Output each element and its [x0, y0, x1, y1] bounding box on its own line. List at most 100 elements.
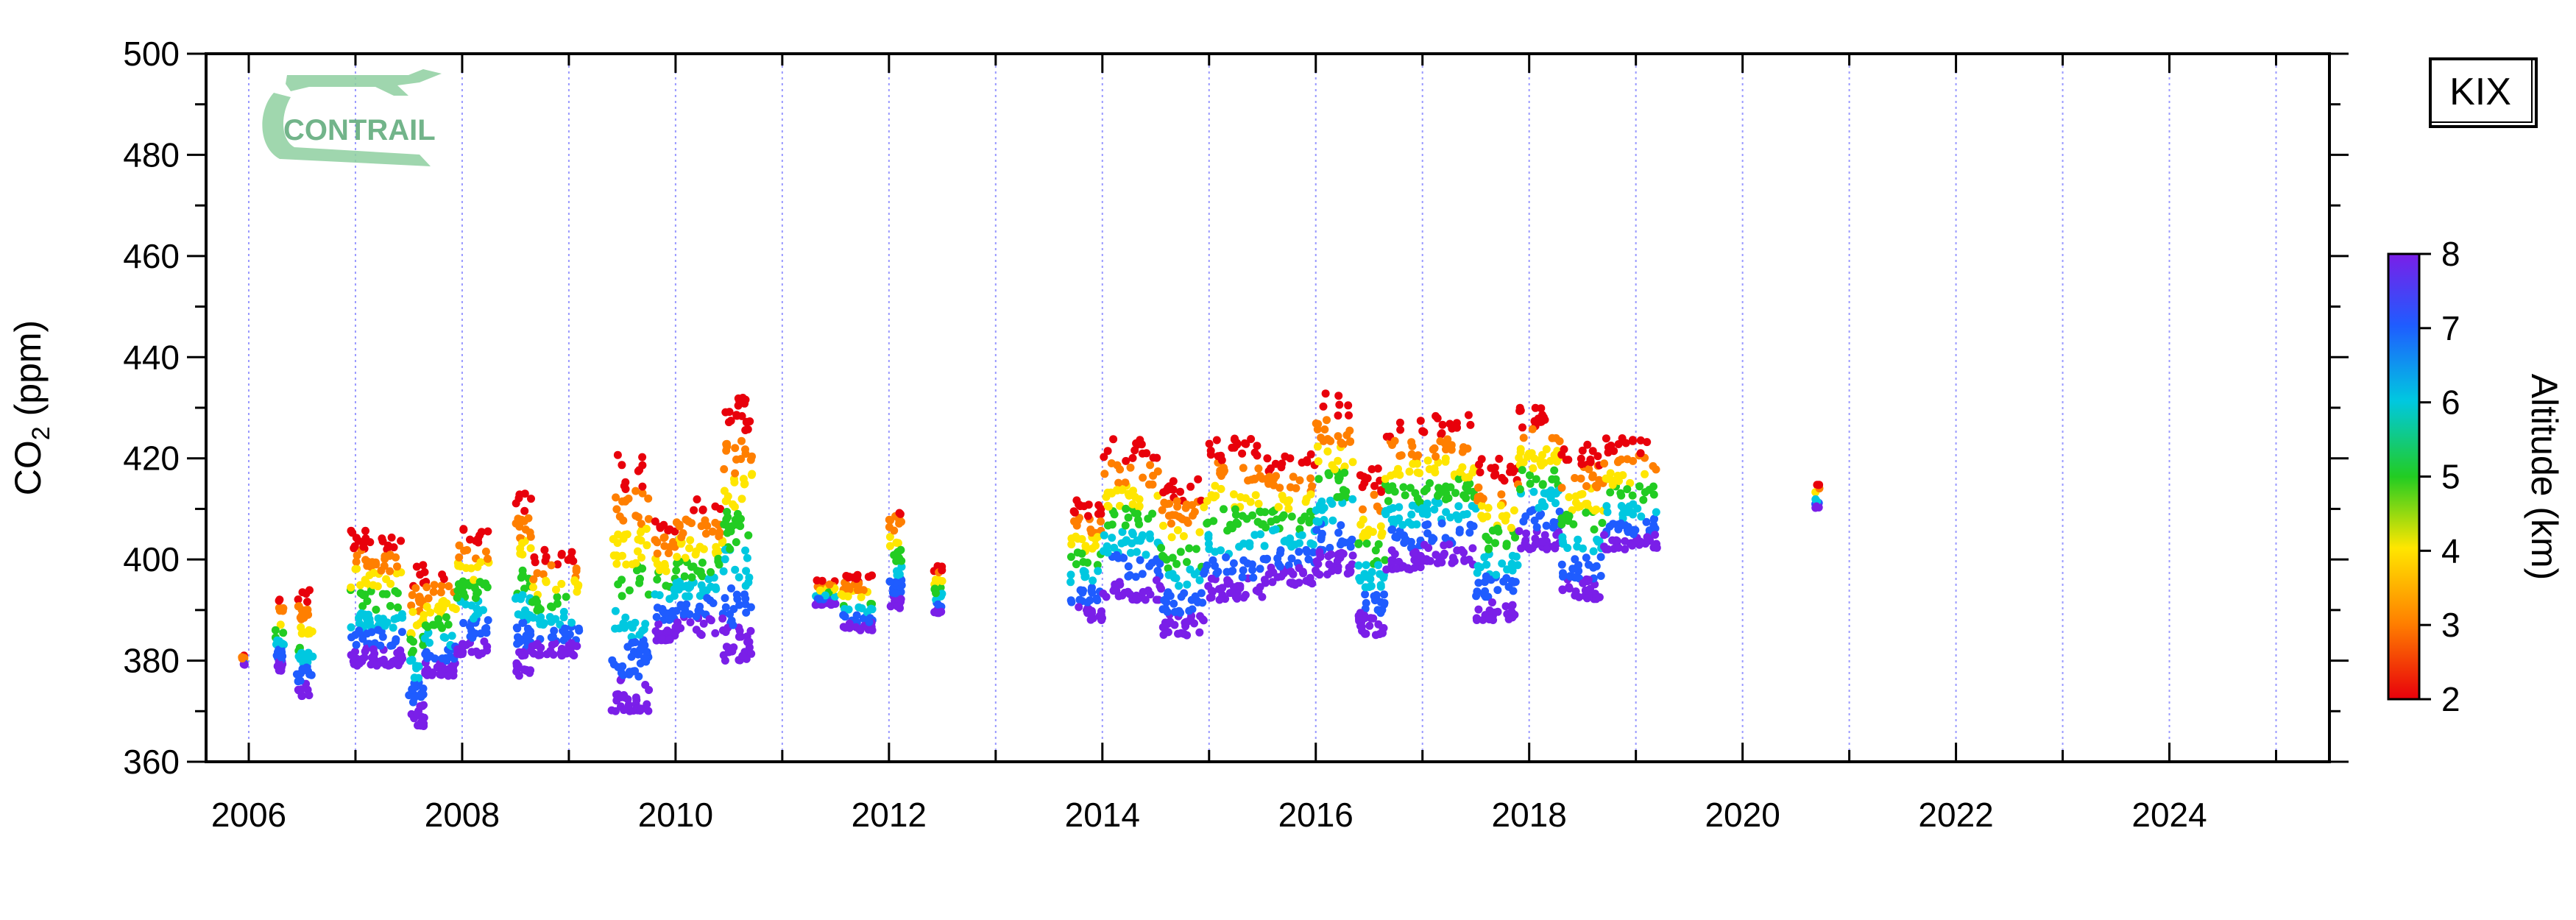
data-point [1144, 514, 1153, 523]
data-point [634, 513, 643, 522]
data-point [1395, 418, 1404, 427]
data-point [1649, 482, 1657, 491]
data-point [1403, 537, 1412, 545]
data-point [703, 594, 712, 602]
data-point [1320, 425, 1329, 434]
data-point [1067, 534, 1076, 543]
data-point [467, 648, 476, 657]
data-point [885, 542, 894, 551]
data-point [1249, 573, 1258, 582]
data-point [718, 614, 727, 623]
data-point [1487, 576, 1496, 584]
data-point [643, 648, 651, 657]
y-tick-label: 480 [123, 135, 180, 174]
data-point [1170, 608, 1179, 616]
data-point [367, 587, 375, 595]
data-point [845, 619, 854, 628]
data-point [1360, 570, 1369, 578]
data-point [653, 559, 662, 568]
data-point [1273, 573, 1282, 581]
data-point [723, 513, 732, 522]
data-point [1133, 548, 1141, 556]
data-point [386, 601, 394, 610]
data-point [1337, 439, 1346, 448]
data-point [1583, 440, 1592, 449]
data-point [1324, 469, 1333, 478]
data-point [1206, 450, 1215, 459]
data-point [1337, 521, 1345, 530]
data-point [1126, 548, 1135, 557]
data-point [653, 575, 662, 584]
data-point [631, 559, 640, 567]
data-point [347, 633, 355, 642]
data-point [434, 602, 443, 611]
data-point [469, 614, 478, 623]
data-point [613, 450, 622, 459]
data-point [743, 425, 752, 434]
data-point [635, 466, 644, 475]
data-point [680, 572, 689, 581]
data-point [1484, 503, 1493, 512]
data-point [361, 526, 369, 535]
data-point [557, 579, 566, 588]
data-point [562, 592, 570, 601]
data-point [720, 465, 729, 473]
data-point [553, 592, 562, 601]
data-point [1214, 452, 1222, 461]
data-point [1643, 533, 1652, 542]
data-point [1641, 470, 1649, 478]
data-point [685, 610, 694, 619]
data-point [1592, 562, 1601, 570]
data-point [1242, 439, 1250, 448]
data-point [714, 554, 723, 563]
data-point [1145, 562, 1154, 570]
data-point [1238, 512, 1247, 520]
data-point [1614, 440, 1623, 448]
data-point [422, 602, 431, 611]
data-point [691, 550, 700, 559]
data-point [1495, 454, 1504, 463]
data-point [618, 592, 626, 601]
data-point [665, 549, 673, 558]
data-point [1112, 587, 1121, 595]
data-point [1205, 439, 1214, 448]
data-point [670, 592, 679, 600]
data-point [442, 613, 450, 622]
data-point [1525, 545, 1534, 553]
data-point [638, 453, 647, 461]
data-point [1223, 526, 1232, 535]
data-point [1113, 486, 1122, 495]
data-point [609, 551, 618, 560]
data-point [671, 623, 680, 631]
data-point [238, 654, 247, 663]
data-point [1258, 592, 1267, 601]
data-point [821, 591, 829, 600]
data-point [663, 626, 672, 635]
data-point [1433, 414, 1442, 422]
data-point [358, 602, 367, 611]
data-point [1812, 502, 1821, 511]
data-point [722, 440, 731, 448]
data-point [1558, 586, 1567, 595]
data-point [651, 627, 660, 635]
data-point [1407, 450, 1416, 459]
data-point [1222, 567, 1231, 576]
y-tick-label: 420 [123, 439, 180, 478]
data-point [1388, 482, 1397, 491]
data-point [1312, 419, 1320, 428]
data-point [1387, 515, 1396, 524]
data-point [1159, 488, 1168, 497]
data-point [524, 514, 533, 523]
data-point [1135, 520, 1144, 528]
data-point [1361, 629, 1370, 638]
data-point [1223, 576, 1232, 584]
data-point [1526, 479, 1535, 488]
data-point [468, 634, 477, 642]
data-point [1317, 506, 1326, 514]
data-point [1156, 581, 1164, 590]
data-point [1260, 576, 1269, 584]
data-point [1522, 529, 1530, 538]
data-point [1139, 473, 1147, 482]
data-point [868, 605, 877, 614]
data-point [1518, 423, 1526, 432]
